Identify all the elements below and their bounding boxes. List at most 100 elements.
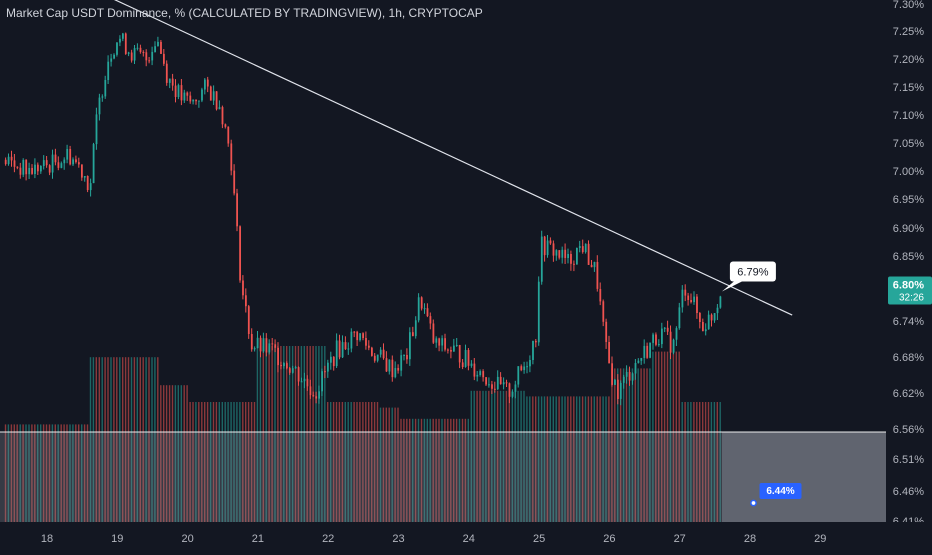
candle-body [632, 373, 634, 380]
candle-body [268, 343, 270, 352]
candle-body [351, 332, 353, 349]
candle-body [538, 282, 540, 343]
candle-body [330, 357, 332, 363]
candle-body [274, 344, 276, 348]
price-tick-label: 6.90% [893, 223, 924, 235]
candle-body [128, 53, 130, 54]
candle-body [529, 360, 531, 366]
candle-body [591, 265, 593, 267]
candle-body [623, 377, 625, 383]
candle-body [46, 160, 48, 165]
candle-body [611, 363, 613, 385]
candle-body [556, 250, 558, 255]
candle-body [298, 367, 300, 381]
candle-body [649, 343, 651, 358]
candle-body [397, 368, 399, 371]
time-tick-label: 21 [252, 533, 264, 545]
candle-body [465, 350, 467, 367]
candle-body [617, 380, 619, 399]
candle-body [204, 80, 206, 90]
candle-body [242, 281, 244, 296]
candle-body [646, 346, 648, 358]
candle-body [61, 163, 63, 168]
candle-body [652, 335, 654, 343]
candle-body [447, 350, 449, 351]
candle-body [96, 114, 98, 144]
candle-body [216, 91, 218, 109]
candle-body [605, 322, 607, 342]
candle-body [488, 384, 490, 385]
candle-body [690, 300, 692, 302]
candle-body [389, 360, 391, 372]
candle-body [104, 80, 106, 96]
candle-body [37, 165, 39, 172]
price-axis[interactable]: 7.30% 7.25% 7.20% 7.15% 7.10% 7.05% 7.00% 6.95%… [886, 0, 932, 550]
candle-body [160, 42, 162, 54]
candle-body [17, 167, 19, 168]
candle-body [301, 381, 303, 382]
candle-body [485, 377, 487, 384]
candle-body [137, 48, 139, 49]
candle-body [28, 168, 30, 174]
candle-body [90, 183, 92, 190]
candle-body [570, 254, 572, 264]
candle-body [222, 107, 224, 124]
candle-body [148, 60, 150, 61]
candle-body [415, 320, 417, 336]
time-tick-label: 26 [603, 533, 615, 545]
time-tick-label: 29 [814, 533, 826, 545]
projection-zone [722, 432, 886, 524]
candle-body [585, 244, 587, 252]
candle-body [394, 368, 396, 377]
candle-body [541, 237, 543, 282]
candle-body [5, 160, 7, 164]
candle-body [553, 243, 555, 255]
price-tick-label: 7.05% [893, 138, 924, 150]
candle-body [699, 313, 701, 322]
candle-body [547, 241, 549, 256]
candle-body [84, 176, 86, 178]
candle-body [230, 144, 232, 171]
candle-body [277, 348, 279, 365]
candle-body [667, 328, 669, 332]
time-axis[interactable]: 18 19 20 21 22 23 24 25 26 27 28 29 [0, 522, 932, 550]
candle-body [8, 157, 10, 164]
candle-body [474, 364, 476, 377]
price-tick-label: 7.00% [893, 166, 924, 178]
candle-body [169, 79, 171, 83]
candle-body [614, 380, 616, 385]
candle-body [286, 363, 288, 368]
candle-body [497, 377, 499, 389]
candle-body [526, 366, 528, 367]
candle-body [444, 338, 446, 349]
candle-body [81, 164, 83, 177]
price-tick-label: 6.74% [893, 316, 924, 328]
candle-body [462, 362, 464, 367]
target-marker[interactable] [751, 500, 756, 505]
candle-body [696, 297, 698, 313]
candle-body [435, 338, 437, 342]
candle-body [520, 366, 522, 370]
candle-body [438, 338, 440, 345]
candle-body [717, 308, 719, 313]
candle-body [22, 160, 24, 175]
candle-body [75, 159, 77, 162]
candle-body [315, 396, 317, 398]
candle-body [433, 324, 435, 343]
last-price-label: 6.80% [893, 280, 924, 292]
candle-body [110, 59, 112, 62]
candle-body [482, 371, 484, 377]
candle-body [594, 262, 596, 267]
candle-body [670, 332, 672, 353]
candle-body [450, 350, 452, 352]
candle-body [310, 386, 312, 395]
candle-body [163, 54, 165, 64]
price-tick-label: 6.85% [893, 251, 924, 263]
candle-body [403, 355, 405, 356]
candle-body [342, 342, 344, 357]
candle-body [597, 262, 599, 289]
candle-body [87, 176, 89, 190]
candle-body [289, 368, 291, 373]
